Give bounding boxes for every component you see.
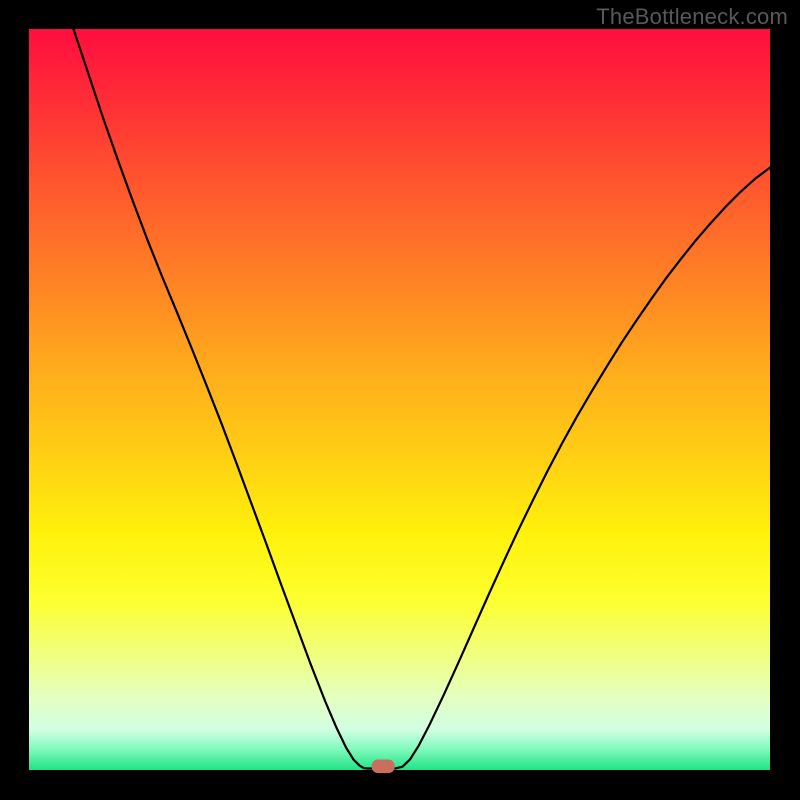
root: TheBottleneck.com xyxy=(0,0,800,800)
optimal-marker xyxy=(372,760,394,773)
watermark-text: TheBottleneck.com xyxy=(596,4,788,30)
plot-background xyxy=(29,29,770,770)
chart xyxy=(0,0,800,800)
